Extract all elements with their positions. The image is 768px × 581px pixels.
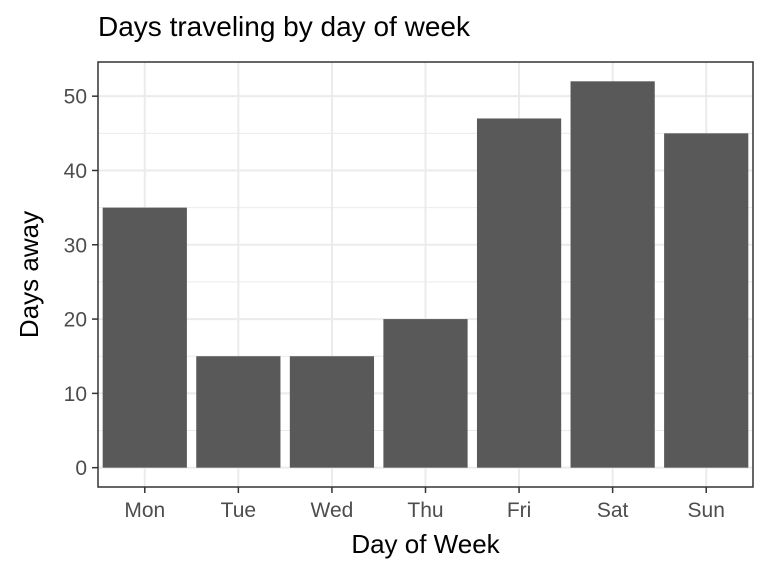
bar-sat <box>570 81 655 468</box>
x-tick-label: Thu <box>407 499 443 522</box>
bar-mon <box>102 207 187 468</box>
y-axis: 0 10 20 30 40 50 <box>64 86 98 480</box>
y-tick-label: 30 <box>64 234 87 257</box>
y-tick-label: 20 <box>64 309 87 332</box>
bar-tue <box>196 356 281 468</box>
chart-title: Days traveling by day of week <box>98 11 471 42</box>
bar-fri <box>476 118 562 468</box>
x-tick-label: Sat <box>597 499 629 522</box>
x-tick-label: Sun <box>688 499 725 522</box>
x-tick-label: Fri <box>507 499 532 522</box>
bar-wed <box>289 356 375 468</box>
y-tick-label: 10 <box>64 383 87 406</box>
bar-thu <box>383 319 468 468</box>
x-tick-label: Wed <box>311 499 354 522</box>
y-tick-label: 50 <box>64 86 87 109</box>
x-axis-label: Day of Week <box>351 529 500 559</box>
bars <box>102 81 749 468</box>
bar-sun <box>664 133 749 468</box>
y-tick-label: 0 <box>75 457 87 480</box>
x-axis: Mon Tue Wed Thu Fri Sat Sun <box>124 487 725 522</box>
y-tick-label: 40 <box>64 160 87 183</box>
y-axis-label: Days away <box>14 211 44 338</box>
x-tick-label: Tue <box>221 499 256 522</box>
x-tick-label: Mon <box>124 499 165 522</box>
